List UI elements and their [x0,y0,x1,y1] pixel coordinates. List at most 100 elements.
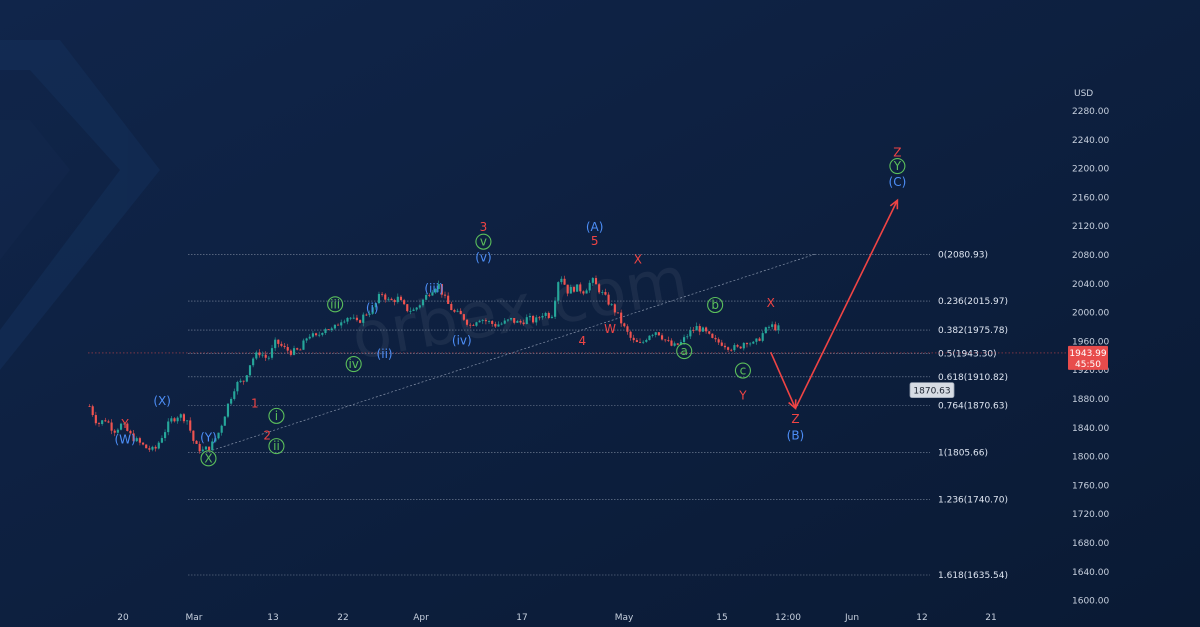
candle-body [723,345,727,348]
candle-body [365,314,368,316]
candle-body [384,294,387,300]
candle-body [742,343,745,349]
candle-body [513,317,516,323]
y-tick-label: 2160.00 [1072,193,1109,203]
candle-body [440,284,443,295]
candle-body [598,284,601,293]
y-tick-label: 1880.00 [1072,395,1109,405]
y-tick-label: 1960.00 [1072,337,1109,347]
candle-body [635,340,638,342]
wave-labels: Y(W)(X)(Y)X12iiiiiiiv(i)(ii)(iii)(iv)3v(… [114,145,906,467]
candle-body [450,303,453,311]
candle-body [223,416,226,426]
x-tick-label: 20 [117,613,129,623]
wave-label: 3 [480,220,488,234]
x-tick-label: 15 [716,613,727,623]
wave-label-circle [889,157,906,175]
candle-body [340,322,343,326]
wave-label-circle [475,233,492,250]
candle-body [299,349,302,351]
candle-body [327,329,330,331]
y-tick-label: 1920.00 [1072,366,1109,376]
candle-body [230,398,233,404]
candle-body [201,449,204,452]
target-price-badge [909,382,955,399]
wave-label-circle [268,438,285,455]
candle-body [657,332,660,336]
candle-body [343,321,346,323]
wave-label: X [767,296,775,310]
candle-body [377,293,381,304]
axis-unit-label: USD [1074,89,1093,99]
candle-body [148,448,151,450]
y-tick-label: 2200.00 [1072,165,1109,175]
wave-label: b [711,298,719,312]
candle-body [717,339,720,343]
candle-body [296,348,299,350]
candle-body [204,446,208,450]
x-tick-label: 12 [916,613,927,623]
candle-body [730,349,733,351]
candle-body [110,422,113,431]
candle-body [129,430,132,434]
candle-body [431,292,434,296]
candle-body [554,300,557,317]
candle-body [566,284,569,294]
candle-body [591,278,594,283]
candle-body [623,323,626,327]
candle-body [642,341,645,343]
candle-body [651,334,654,336]
candle-body [538,317,541,319]
y-tick-label: 1840.00 [1072,424,1109,434]
candle-body [465,319,469,325]
candle-body [308,336,311,339]
candle-body [601,291,604,293]
candle-body [242,380,245,382]
candle-body [670,340,673,346]
wave-label-circle [345,355,362,373]
fib-level-label: 0.618(1910.82) [938,373,1008,383]
wave-label: Z [893,145,901,159]
candle-body [160,438,163,443]
candle-body [362,314,365,323]
trendline-group [208,253,818,452]
candle-body [390,298,393,301]
current-price-countdown: 45:50 [1075,360,1101,370]
candle-body [226,403,230,417]
wave-label-circle [327,296,344,313]
candle-body [579,284,582,292]
candle-body [487,321,491,322]
candle-body [645,339,648,342]
candle-body [132,433,135,442]
candle-body [97,423,101,425]
candle-body [522,322,525,325]
wave-label: (ii) [377,347,393,361]
candle-body [151,446,154,450]
candle-body [626,326,629,332]
candle-body [116,429,119,433]
wave-label: ii [273,439,280,453]
candle-body [509,317,513,320]
fib-level-label: 1.618(1635.54) [938,571,1008,581]
candle-body [264,354,267,358]
wave-label: v [480,235,487,249]
candle-body [154,446,157,449]
candle-body [318,334,321,336]
candle-body [503,320,506,324]
candle-body [689,330,692,337]
y-tick-label: 2040.00 [1072,280,1109,290]
candle-body [412,309,415,311]
wave-label: 2 [263,428,271,442]
candle-body [648,335,651,340]
candle-body [336,324,340,326]
candle-body [727,347,730,350]
candle-body [406,304,409,312]
candle-body [434,288,437,293]
wave-label: (W) [114,433,135,447]
candle-body [528,315,532,318]
x-tick-label: May [615,613,634,623]
fib-level-label: 0.764(1870.63) [938,402,1008,412]
wave-label: (i) [366,301,379,315]
candle-body [91,406,94,416]
